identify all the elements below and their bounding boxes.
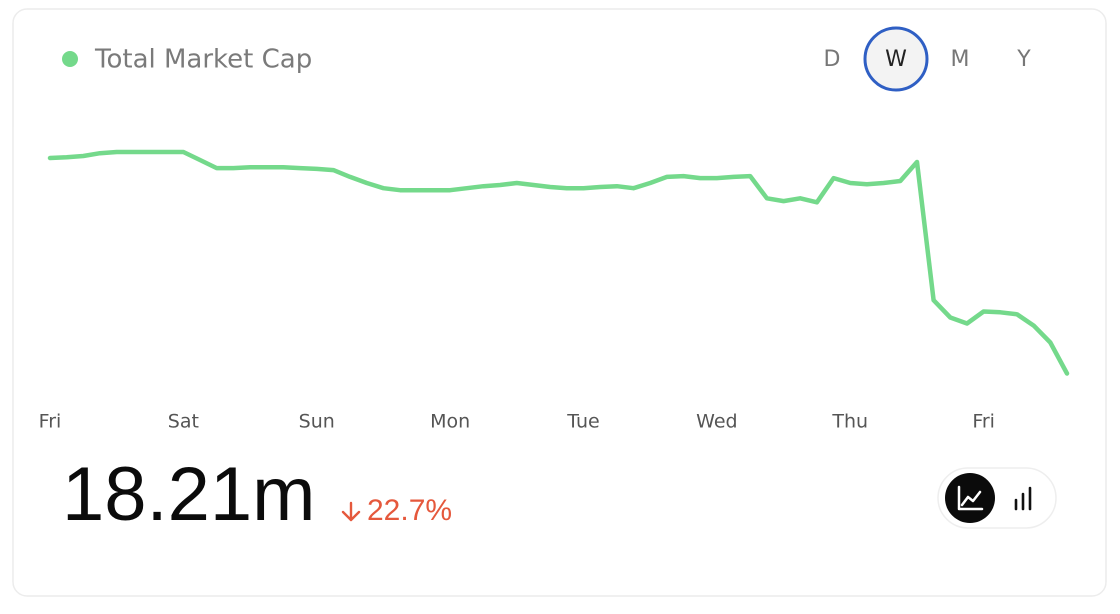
line-chart-icon <box>957 485 984 511</box>
x-tick-label: Fri <box>972 411 995 433</box>
market-cap-line <box>47 149 1070 376</box>
x-tick-label: Fri <box>39 411 62 433</box>
legend-swatch <box>62 51 78 67</box>
range-selected-ring <box>863 26 929 92</box>
range-button[interactable]: D <box>824 47 841 72</box>
range-button[interactable]: W <box>885 47 907 72</box>
x-tick-label: Mon <box>430 411 470 433</box>
legend-label: Total Market Cap <box>94 45 312 75</box>
card <box>12 8 1107 597</box>
x-tick-label: Sun <box>299 411 335 433</box>
range-button[interactable]: Y <box>1016 47 1031 72</box>
change-percent: 22.7% <box>367 494 452 527</box>
x-tick-label: Tue <box>566 411 599 433</box>
bar-chart-button[interactable] <box>1014 486 1032 511</box>
current-value: 18.21m <box>62 452 316 537</box>
chart-type-toggle <box>937 467 1057 529</box>
x-tick-label: Wed <box>696 411 737 433</box>
down-arrow-icon <box>341 501 361 522</box>
x-tick-label: Sat <box>168 411 199 433</box>
range-button[interactable]: M <box>951 47 970 72</box>
x-tick-label: Thu <box>831 411 868 433</box>
